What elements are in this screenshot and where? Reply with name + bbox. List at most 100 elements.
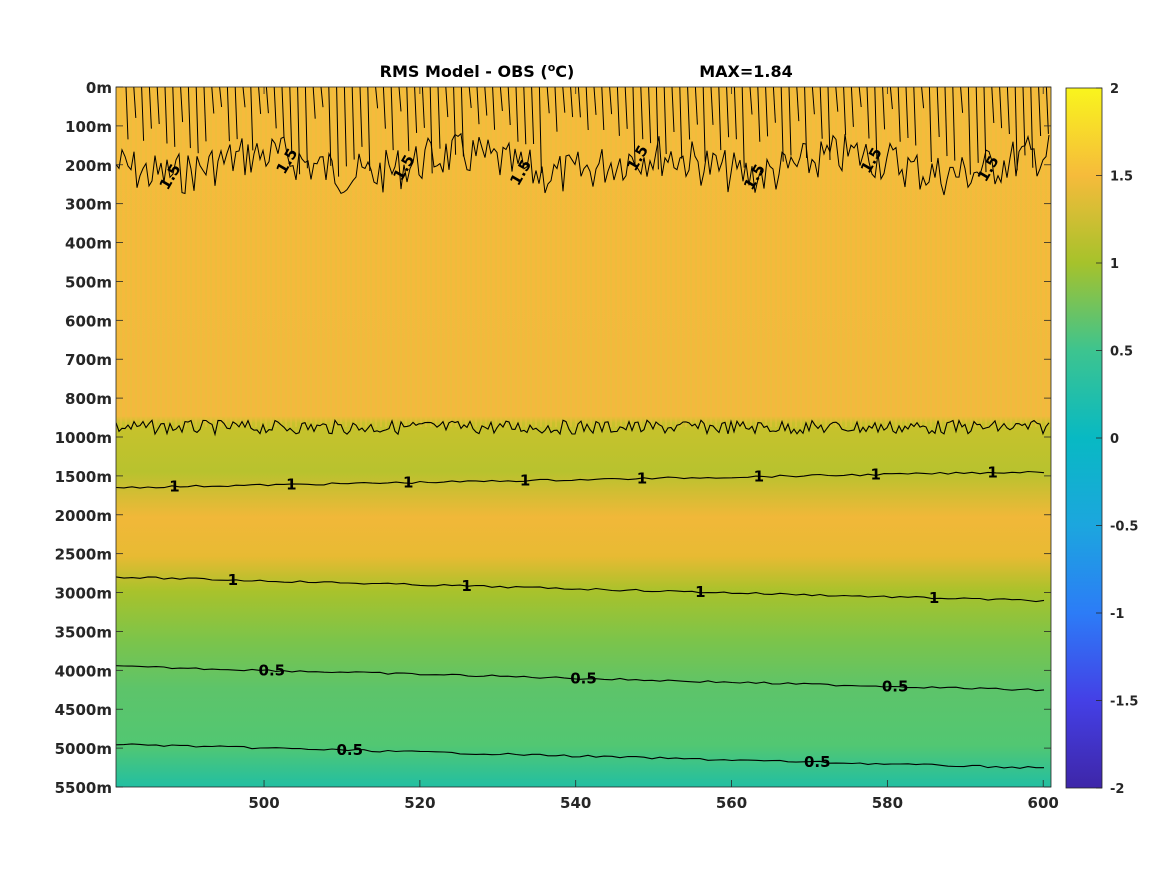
contour-spike <box>468 87 472 108</box>
contour-label: 0.5 <box>336 741 363 759</box>
contour-spike <box>632 87 636 165</box>
contour-spike <box>874 87 878 158</box>
contour-spike <box>640 87 644 140</box>
contour-label: 1 <box>461 577 471 595</box>
contour-spike <box>359 87 363 147</box>
contour-spike <box>757 87 761 142</box>
contour-label: 1 <box>403 474 413 492</box>
contour-spike <box>944 87 948 157</box>
plot-area: 1.5 1.5 1.5 1.5 1.51.51.5 1.51 1 1 1 1 1 1 11 1 1 10.5 0… <box>116 87 1056 787</box>
contour-spike <box>429 87 433 174</box>
contour-spike <box>273 87 277 129</box>
contour-spike <box>343 87 347 167</box>
contour-spike <box>889 87 893 110</box>
contour-spike <box>702 87 706 162</box>
contour-spike <box>1006 87 1010 135</box>
contour-line-4 <box>116 665 1045 692</box>
contour-line-1 <box>116 418 1050 437</box>
contour-spike <box>835 87 839 112</box>
contour-spike <box>523 87 527 145</box>
contour-spike <box>905 87 909 139</box>
contour-spike <box>382 87 386 129</box>
contour-spike <box>609 87 613 115</box>
contour-spike <box>577 87 581 118</box>
colorbar-tick-label: -0.5 <box>1110 520 1138 535</box>
colorbar-tick-label: 0.5 <box>1110 345 1133 360</box>
contour-label: 1 <box>169 478 179 496</box>
contour-spike <box>718 87 722 151</box>
contour-spike <box>921 87 925 109</box>
contour-spike <box>733 87 737 140</box>
colorbar-tick-label: -2 <box>1110 782 1124 797</box>
contour-layer <box>116 87 1056 769</box>
contour-spike <box>655 87 659 170</box>
contour-spike <box>437 87 441 149</box>
contour-spike <box>726 87 730 138</box>
contour-spike <box>320 87 324 108</box>
contour-spike <box>858 87 862 108</box>
contour-spike <box>811 87 815 115</box>
contour-spike <box>679 87 683 159</box>
contour-line-3 <box>116 576 1045 603</box>
colorbar-tick-label: 2 <box>1110 82 1119 97</box>
contour-line-5 <box>116 743 1044 769</box>
contour-spike <box>827 87 831 161</box>
contour-spike <box>156 87 160 125</box>
contour-spike <box>265 87 269 114</box>
contour-spike <box>819 87 823 139</box>
contour-spike <box>1030 87 1034 168</box>
contour-spike <box>460 87 464 157</box>
x-tick-label: 580 <box>872 794 903 812</box>
y-tick-label: 5500m <box>55 779 112 797</box>
contour-spike <box>882 87 886 130</box>
contour-spike <box>499 87 503 112</box>
contour-spike <box>804 87 808 158</box>
contour-label: 1 <box>870 466 880 484</box>
y-tick-label: 800m <box>65 390 112 408</box>
contour-spike <box>928 87 932 163</box>
contour-label: 1 <box>520 472 530 490</box>
contour-spike <box>562 87 566 113</box>
contour-spike <box>141 87 145 141</box>
contour-spike <box>219 87 223 108</box>
contour-spike <box>312 87 316 119</box>
contour-label: 1 <box>228 571 238 589</box>
contour-spike <box>195 87 199 154</box>
contour-label: 1 <box>286 476 296 494</box>
contour-spike <box>328 87 332 166</box>
contour-spike <box>414 87 418 133</box>
contour-spike <box>616 87 620 136</box>
y-tick-label: 3500m <box>55 623 112 641</box>
colorbar-tick-label: -1.5 <box>1110 695 1138 710</box>
contour-spike <box>476 87 480 125</box>
contour-spike <box>585 87 589 131</box>
contour-spike <box>148 87 152 129</box>
contour-spike <box>741 87 745 168</box>
contour-spike <box>406 87 410 152</box>
y-tick-label: 5000m <box>55 740 112 758</box>
contour-spike <box>765 87 769 137</box>
contour-spike <box>367 87 371 171</box>
contour-spike <box>570 87 574 118</box>
contour-spike <box>936 87 940 138</box>
contour-spike <box>1054 87 1056 162</box>
contour-spike <box>351 87 355 160</box>
chart-title: RMS Model - OBS (oC) <box>380 61 575 81</box>
y-tick-label: 3000m <box>55 585 112 603</box>
y-tick-label: 1000m <box>55 429 112 447</box>
contour-spike <box>531 87 535 144</box>
contour-line-0 <box>116 132 1050 196</box>
contour-spike <box>788 87 792 156</box>
contour-spike <box>1014 87 1018 171</box>
colorbar-tick-label: 1 <box>1110 257 1119 272</box>
y-tick-label: 600m <box>65 312 112 330</box>
contour-spike <box>211 87 215 114</box>
contour-spike <box>780 87 784 162</box>
y-tick-label: 4500m <box>55 701 112 719</box>
contour-spike <box>554 87 558 132</box>
heatmap-striation <box>116 87 1051 427</box>
x-tick-label: 540 <box>560 794 591 812</box>
contour-spike <box>960 87 964 113</box>
x-tick-label: 500 <box>248 794 279 812</box>
contour-label: 1 <box>637 470 647 488</box>
